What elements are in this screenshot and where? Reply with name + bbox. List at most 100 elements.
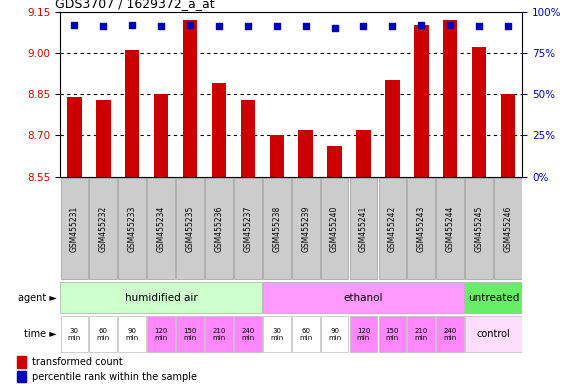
Text: 30
min: 30 min <box>270 328 283 341</box>
Text: percentile rank within the sample: percentile rank within the sample <box>33 372 198 382</box>
Bar <box>321 316 348 352</box>
Text: GSM455237: GSM455237 <box>243 205 252 252</box>
Text: GSM455234: GSM455234 <box>156 205 166 252</box>
Point <box>301 23 310 30</box>
Bar <box>263 316 291 352</box>
Point <box>128 22 137 28</box>
Bar <box>270 136 284 177</box>
Text: GSM455238: GSM455238 <box>272 205 282 252</box>
Text: transformed count: transformed count <box>33 357 123 367</box>
Text: agent ►: agent ► <box>18 293 57 303</box>
Text: GSM455242: GSM455242 <box>388 205 397 252</box>
Bar <box>414 25 428 177</box>
Text: 240
min: 240 min <box>241 328 255 341</box>
Bar <box>17 371 26 382</box>
Point <box>330 25 339 31</box>
Bar <box>67 97 82 177</box>
Bar <box>176 316 204 352</box>
Text: 60
min: 60 min <box>299 328 312 341</box>
Bar <box>321 178 348 279</box>
Text: GSM455245: GSM455245 <box>475 205 484 252</box>
Bar <box>118 316 146 352</box>
Point <box>504 23 513 30</box>
Bar <box>299 130 313 177</box>
Text: GSM455235: GSM455235 <box>186 205 195 252</box>
Bar <box>212 83 226 177</box>
Text: control: control <box>477 329 510 339</box>
Text: GDS3707 / 1629372_a_at: GDS3707 / 1629372_a_at <box>55 0 215 10</box>
Bar <box>17 356 26 368</box>
Bar <box>292 316 320 352</box>
Text: 90
min: 90 min <box>126 328 139 341</box>
Text: GSM455244: GSM455244 <box>446 205 455 252</box>
Point <box>186 22 195 28</box>
Text: GSM455239: GSM455239 <box>301 205 310 252</box>
Bar <box>118 178 146 279</box>
Text: humidified air: humidified air <box>124 293 198 303</box>
Text: 120
min: 120 min <box>154 328 168 341</box>
Text: 120
min: 120 min <box>357 328 370 341</box>
Bar <box>465 282 522 313</box>
Bar <box>176 178 204 279</box>
Bar <box>501 94 515 177</box>
Bar <box>465 316 522 352</box>
Text: 210
min: 210 min <box>415 328 428 341</box>
Bar <box>90 178 117 279</box>
Bar <box>436 178 464 279</box>
Bar <box>408 178 435 279</box>
Bar <box>234 178 262 279</box>
Bar <box>147 316 175 352</box>
Bar <box>385 80 400 177</box>
Bar <box>263 282 464 313</box>
Text: GSM455246: GSM455246 <box>504 205 513 252</box>
Bar <box>61 282 262 313</box>
Point <box>475 23 484 30</box>
Point <box>388 23 397 30</box>
Text: GSM455236: GSM455236 <box>215 205 223 252</box>
Point <box>417 22 426 28</box>
Point <box>243 23 252 30</box>
Bar <box>436 316 464 352</box>
Text: GSM455241: GSM455241 <box>359 205 368 252</box>
Bar <box>356 130 371 177</box>
Bar <box>349 178 377 279</box>
Bar <box>61 316 89 352</box>
Bar <box>240 99 255 177</box>
Point <box>70 22 79 28</box>
Text: GSM455243: GSM455243 <box>417 205 426 252</box>
Text: 150
min: 150 min <box>385 328 399 341</box>
Bar <box>379 316 406 352</box>
Bar <box>472 47 486 177</box>
Bar <box>154 94 168 177</box>
Text: 90
min: 90 min <box>328 328 341 341</box>
Text: GSM455231: GSM455231 <box>70 205 79 252</box>
Text: time ►: time ► <box>25 329 57 339</box>
Bar <box>234 316 262 352</box>
Bar <box>205 316 233 352</box>
Text: 150
min: 150 min <box>183 328 197 341</box>
Text: untreated: untreated <box>468 293 519 303</box>
Text: GSM455232: GSM455232 <box>99 205 108 252</box>
Bar <box>327 146 342 177</box>
Bar <box>349 316 377 352</box>
Text: ethanol: ethanol <box>344 293 383 303</box>
Bar <box>443 20 457 177</box>
Bar <box>494 178 522 279</box>
Text: 30
min: 30 min <box>68 328 81 341</box>
Text: GSM455240: GSM455240 <box>330 205 339 252</box>
Bar <box>408 316 435 352</box>
Text: 240
min: 240 min <box>444 328 457 341</box>
Bar <box>205 178 233 279</box>
Text: GSM455233: GSM455233 <box>128 205 136 252</box>
Text: 60
min: 60 min <box>96 328 110 341</box>
Point <box>359 23 368 30</box>
Point <box>272 23 282 30</box>
Point <box>214 23 223 30</box>
Bar <box>61 178 89 279</box>
Bar <box>292 178 320 279</box>
Bar <box>147 178 175 279</box>
Bar <box>125 50 139 177</box>
Bar <box>90 316 117 352</box>
Bar <box>96 99 111 177</box>
Point <box>99 23 108 30</box>
